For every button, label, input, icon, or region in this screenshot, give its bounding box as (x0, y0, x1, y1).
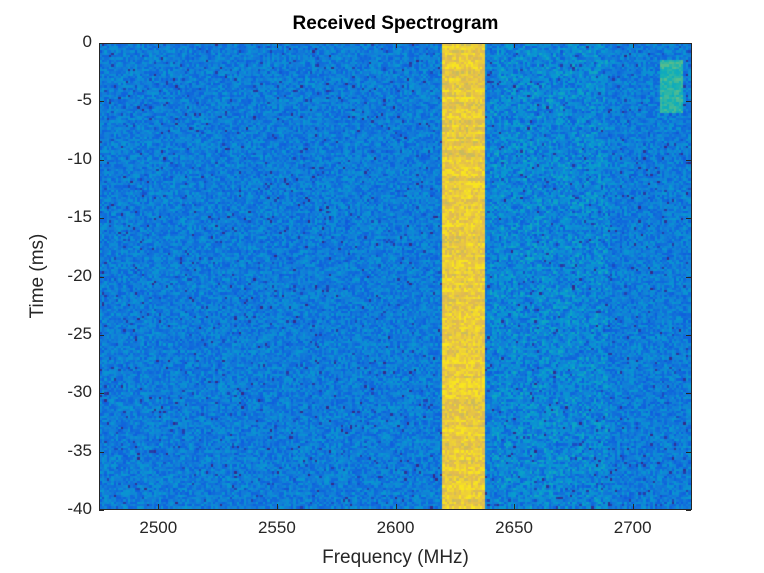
x-tick-label: 2700 (613, 518, 652, 537)
y-tick-label: -35 (67, 440, 92, 460)
y-tick-mark (686, 276, 691, 278)
chart-title: Received Spectrogram (292, 13, 499, 34)
x-tick-mark (514, 504, 516, 509)
x-tick-mark (158, 43, 160, 48)
y-tick-mark (99, 510, 104, 511)
y-tick-mark (686, 393, 691, 395)
y-tick-mark (686, 334, 691, 336)
x-tick-mark (514, 43, 516, 48)
y-tick-mark (686, 510, 691, 511)
y-tick-mark (99, 393, 104, 395)
x-tick-mark (632, 504, 634, 509)
y-tick-mark (99, 43, 104, 44)
x-tick-mark (276, 504, 278, 509)
y-tick-mark (99, 451, 104, 453)
x-tick-mark (395, 504, 397, 509)
y-tick-mark (99, 101, 104, 103)
x-tick-label: 2500 (139, 518, 178, 537)
x-tick-label: 2600 (376, 518, 415, 537)
x-tick-mark (395, 43, 397, 48)
y-tick-mark (686, 101, 691, 103)
y-tick-mark (686, 159, 691, 161)
spectrogram-heatmap (100, 44, 691, 509)
y-tick-mark (686, 43, 691, 44)
y-tick-label: -20 (67, 265, 92, 285)
x-tick-mark (158, 504, 160, 509)
x-tick-mark (632, 43, 634, 48)
y-tick-label: -15 (67, 207, 92, 227)
x-tick-label: 2550 (257, 518, 296, 537)
x-tick-mark (276, 43, 278, 48)
y-tick-label: -30 (67, 382, 92, 402)
y-tick-mark (99, 276, 104, 278)
y-tick-label: -5 (76, 90, 92, 110)
x-axis-label: Frequency (MHz) (322, 547, 469, 568)
plot-area (99, 43, 692, 510)
y-tick-mark (99, 218, 104, 220)
y-tick-mark (686, 218, 691, 220)
y-tick-mark (686, 451, 691, 453)
x-tick-label: 2650 (495, 518, 533, 537)
y-tick-label: 0 (82, 32, 92, 51)
y-tick-mark (99, 334, 104, 336)
y-tick-mark (99, 159, 104, 161)
y-tick-label: -40 (67, 499, 92, 518)
y-tick-label: -25 (67, 323, 92, 343)
y-tick-label: -10 (67, 148, 92, 168)
